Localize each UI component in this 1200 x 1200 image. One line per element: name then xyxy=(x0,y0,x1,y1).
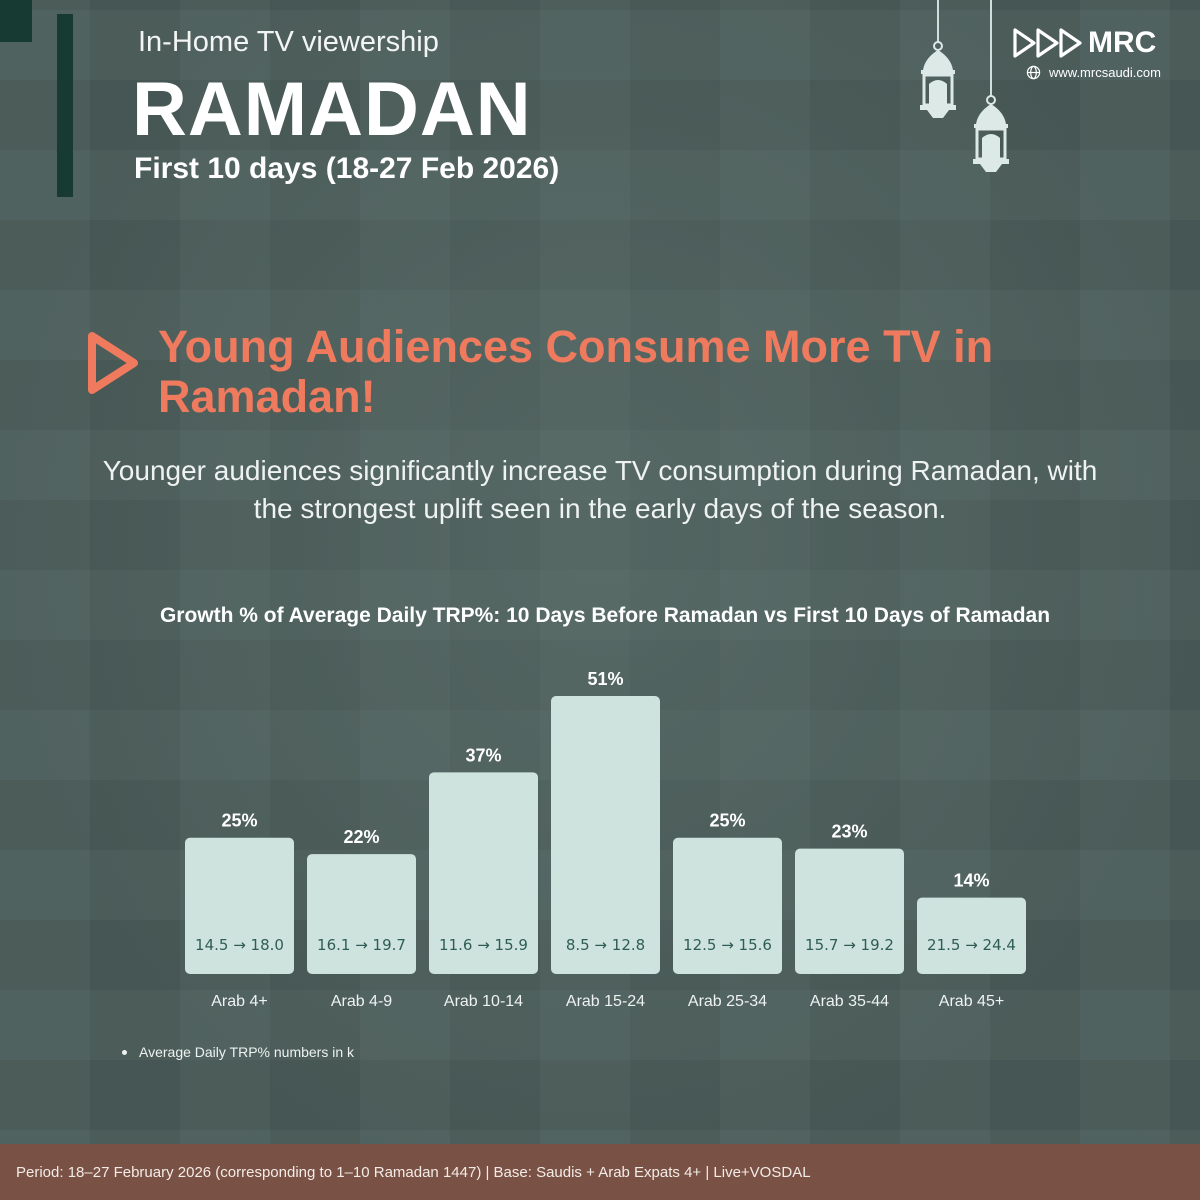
category-label: Arab 35-44 xyxy=(810,993,889,1010)
bar-inner-label: 15.7 → 19.2 xyxy=(805,936,894,954)
play-triple-logo-icon xyxy=(1013,28,1082,58)
bar-inner-label: 12.5 → 15.6 xyxy=(683,936,772,954)
bar-value-label: 51% xyxy=(587,669,623,689)
accent-bar xyxy=(57,14,73,197)
bar-arab-4-9 xyxy=(307,854,416,974)
category-label: Arab 4-9 xyxy=(331,993,392,1010)
brand-logo-text: MRC xyxy=(1088,26,1157,59)
bar-arab-10-14 xyxy=(429,772,538,974)
bar-arab-4- xyxy=(185,837,294,974)
lantern-icon xyxy=(920,0,1009,172)
category-label: Arab 10-14 xyxy=(444,993,523,1010)
page-title: RAMADAN xyxy=(132,67,532,152)
headline: Young Audiences Consume More TV in Ramad… xyxy=(158,321,994,422)
bar-value-label: 23% xyxy=(831,822,867,842)
bar-inner-label: 11.6 → 15.9 xyxy=(439,936,528,954)
category-label: Arab 4+ xyxy=(211,993,267,1010)
description-text: Younger audiences significantly increase… xyxy=(102,455,1098,524)
note-text: Average Daily TRP% numbers in k xyxy=(139,1044,355,1060)
bullet-icon xyxy=(122,1049,127,1055)
bar-inner-label: 8.5 → 12.8 xyxy=(566,936,645,954)
chart-title: Growth % of Average Daily TRP%: 10 Days … xyxy=(159,604,1051,627)
bar-arab-15-24 xyxy=(551,696,660,974)
bar-value-label: 25% xyxy=(709,811,745,831)
date-range: First 10 days (18-27 Feb 2026) xyxy=(134,152,560,185)
play-icon xyxy=(88,332,138,394)
bar-value-label: 25% xyxy=(221,811,257,831)
bar-inner-label: 14.5 → 18.0 xyxy=(195,936,284,954)
header-subtitle: In-Home TV viewership xyxy=(138,26,439,58)
bar-chart: 25% 14.5 → 18.0 Arab 4+ 22% 16.1 → 19.7 Arab … xyxy=(185,669,1026,1010)
bar-arab-35-44 xyxy=(795,848,904,974)
footer-bar: Period: 18–27 February 2026 (correspondi… xyxy=(0,1144,1200,1200)
bar-arab-45- xyxy=(917,897,1026,974)
website-link[interactable]: www.mrcsaudi.com xyxy=(1026,64,1161,80)
bar-inner-label: 21.5 → 24.4 xyxy=(927,936,1016,954)
bar-arab-25-34 xyxy=(673,837,782,974)
bar-value-label: 37% xyxy=(465,745,501,765)
corner-block xyxy=(0,0,32,42)
category-label: Arab 15-24 xyxy=(566,993,645,1010)
globe-icon xyxy=(1026,65,1041,79)
footer-text: Period: 18–27 February 2026 (correspondi… xyxy=(16,1163,811,1181)
bar-value-label: 14% xyxy=(953,871,989,891)
bar-inner-label: 16.1 → 19.7 xyxy=(317,936,406,954)
chart-note: Average Daily TRP% numbers in k xyxy=(122,1044,354,1060)
website-url[interactable]: www.mrcsaudi.com xyxy=(1049,64,1161,80)
category-label: Arab 45+ xyxy=(939,993,1004,1010)
category-label: Arab 25-34 xyxy=(688,993,767,1010)
bar-value-label: 22% xyxy=(343,827,379,847)
